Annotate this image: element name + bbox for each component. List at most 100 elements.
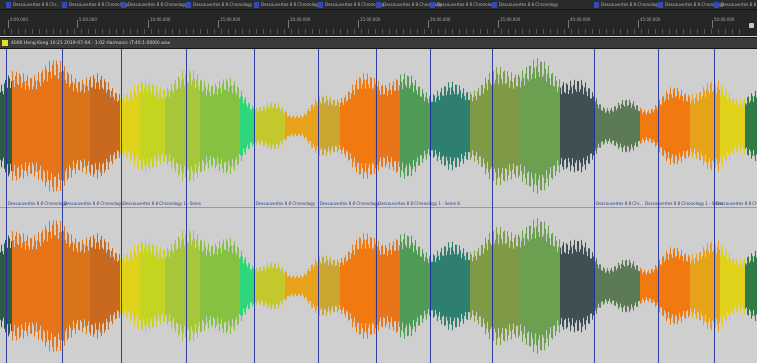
- ruler-minor-tick: [648, 29, 649, 34]
- marker-11[interactable]: Descouvertes 8 8 Chronology: [658, 1, 724, 8]
- marker-label: Descouvertes 8 8 Chronology: [261, 2, 321, 7]
- marker-7[interactable]: Descouvertes 8 8 Chronology: [376, 1, 442, 8]
- ruler-minor-tick: [130, 29, 131, 34]
- ruler-minor-tick: [410, 29, 411, 34]
- region-label[interactable]: Descouvertes 8 8 Chronology: [64, 201, 124, 206]
- ruler-tick: [77, 20, 78, 28]
- ruler-minor-tick: [606, 29, 607, 34]
- ruler-minor-tick: [270, 29, 271, 34]
- region-boundary[interactable]: [658, 49, 659, 363]
- ruler-minor-tick: [550, 29, 551, 34]
- ruler-minor-tick: [529, 29, 530, 34]
- ruler-minor-tick: [179, 29, 180, 34]
- ruler-minor-tick: [60, 29, 61, 34]
- ruler-minor-tick: [207, 29, 208, 34]
- ruler-minor-tick: [676, 29, 677, 34]
- track-header[interactable]: 4000 Hong Kong 10:21 2019-07-04 - 1:02 H…: [0, 37, 757, 49]
- waveform-canvas[interactable]: [0, 49, 757, 363]
- ruler-minor-tick: [284, 29, 285, 34]
- marker-5[interactable]: Descouvertes 8 8 Chronology: [254, 1, 320, 8]
- region-boundary[interactable]: [186, 49, 187, 363]
- region-boundary[interactable]: [714, 49, 715, 363]
- ruler-minor-tick: [690, 29, 691, 34]
- region-label[interactable]: Descouvertes 8 8 Chronology 1 - Seine: [645, 201, 723, 206]
- ruler-minor-tick: [116, 29, 117, 34]
- region-boundary[interactable]: [6, 49, 7, 363]
- region-label[interactable]: Descouvertes 8 8 Chronol...: [716, 201, 757, 206]
- ruler-minor-tick: [347, 29, 348, 34]
- region-boundary[interactable]: [121, 49, 122, 363]
- marker-6[interactable]: Descouvertes 8 8 Chronology: [318, 1, 384, 8]
- ruler-minor-tick: [697, 29, 698, 34]
- ruler-minor-tick: [11, 29, 12, 34]
- ruler-minor-tick: [368, 29, 369, 34]
- region-boundary[interactable]: [318, 49, 319, 363]
- ruler-minor-tick: [382, 29, 383, 34]
- ruler-tick: [712, 20, 713, 28]
- region-label[interactable]: Descouvertes 8 8 Chr...: [596, 201, 643, 206]
- ruler-minor-tick: [599, 29, 600, 34]
- region-boundary[interactable]: [254, 49, 255, 363]
- region-label[interactable]: Descouvertes 8 8 Chronology: [8, 201, 68, 206]
- ruler-time-label: 10:00.000: [150, 17, 171, 22]
- ruler-minor-tick: [522, 29, 523, 34]
- ruler-time-label: 30:00.000: [430, 17, 451, 22]
- ruler-minor-tick: [557, 29, 558, 34]
- ruler-minor-tick: [725, 29, 726, 34]
- ruler-minor-tick: [711, 29, 712, 34]
- ruler-tick: [218, 20, 219, 28]
- ruler-minor-tick: [242, 29, 243, 34]
- marker-strip: Descouvertes 8 8 Chr... Descouvertes 8 8 …: [0, 0, 757, 10]
- marker-2[interactable]: Descouvertes 8 8 Chronology: [62, 1, 128, 8]
- marker-10[interactable]: Descouvertes 8 8 Chronology: [594, 1, 660, 8]
- ruler-minor-tick: [466, 29, 467, 34]
- marker-3[interactable]: Descouvertes 8 8 Chronology: [121, 1, 187, 8]
- marker-label: Descouvertes 8 8 Chronology: [325, 2, 385, 7]
- ruler-minor-tick: [151, 29, 152, 34]
- ruler-minor-tick: [81, 29, 82, 34]
- ruler-minor-tick: [480, 29, 481, 34]
- ruler-minor-tick: [25, 29, 26, 34]
- ruler-minor-tick: [18, 29, 19, 34]
- waveform-area[interactable]: Descouvertes 8 8 Chronology Descouvertes …: [0, 49, 757, 363]
- region-label[interactable]: Descouvertes 8 8 Chronology 1 - Seine 8: [378, 201, 460, 206]
- ruler-minor-tick: [592, 29, 593, 34]
- ruler-tick: [148, 20, 149, 28]
- marker-4[interactable]: Descouvertes 8 8 Chronology: [186, 1, 252, 8]
- ruler-time-label: 45:00.000: [640, 17, 661, 22]
- ruler-minor-tick: [389, 29, 390, 34]
- marker-12[interactable]: Descouvertes 8 8 Chronology: [714, 1, 757, 8]
- timeline-ruler[interactable]: 0:00.000 5:00.000 10:00.000 15:00.000 20:00.…: [0, 10, 757, 36]
- ruler-minor-tick: [585, 29, 586, 34]
- region-label[interactable]: Descouvertes 8 8 Chronology 1 - Seine: [123, 201, 201, 206]
- ruler-minor-tick: [165, 29, 166, 34]
- ruler-tick: [358, 20, 359, 28]
- ruler-minor-tick: [634, 29, 635, 34]
- ruler-minor-tick: [95, 29, 96, 34]
- ruler-minor-tick: [74, 29, 75, 34]
- marker-8[interactable]: Descouvertes 8 8 Chronology: [430, 1, 496, 8]
- ruler-end-handle-icon[interactable]: [749, 23, 754, 28]
- ruler-tick: [288, 20, 289, 28]
- ruler-minor-tick: [193, 29, 194, 34]
- marker-label: Descouvertes 8 8 Chronology: [128, 2, 188, 7]
- marker-1[interactable]: Descouvertes 8 8 Chr...: [6, 1, 60, 8]
- marker-9[interactable]: Descouvertes 8 8 Chronology: [492, 1, 558, 8]
- marker-flag-icon: [254, 1, 259, 8]
- ruler-minor-tick: [641, 29, 642, 34]
- region-boundary[interactable]: [430, 49, 431, 363]
- region-label[interactable]: Descouvertes 8 8 Chronology: [256, 201, 316, 206]
- region-label[interactable]: Descouvertes 8 8 Chronology: [320, 201, 380, 206]
- marker-flag-icon: [121, 1, 126, 8]
- region-boundary[interactable]: [594, 49, 595, 363]
- ruler-minor-tick: [53, 29, 54, 34]
- ruler-minor-tick: [123, 29, 124, 34]
- region-boundary[interactable]: [376, 49, 377, 363]
- region-boundary[interactable]: [492, 49, 493, 363]
- ruler-minor-tick: [361, 29, 362, 34]
- ruler-minor-tick: [431, 29, 432, 34]
- marker-label: Descouvertes 8 8 Chronology: [193, 2, 253, 7]
- ruler-minor-tick: [305, 29, 306, 34]
- channel-divider: [0, 207, 757, 208]
- region-boundary[interactable]: [62, 49, 63, 363]
